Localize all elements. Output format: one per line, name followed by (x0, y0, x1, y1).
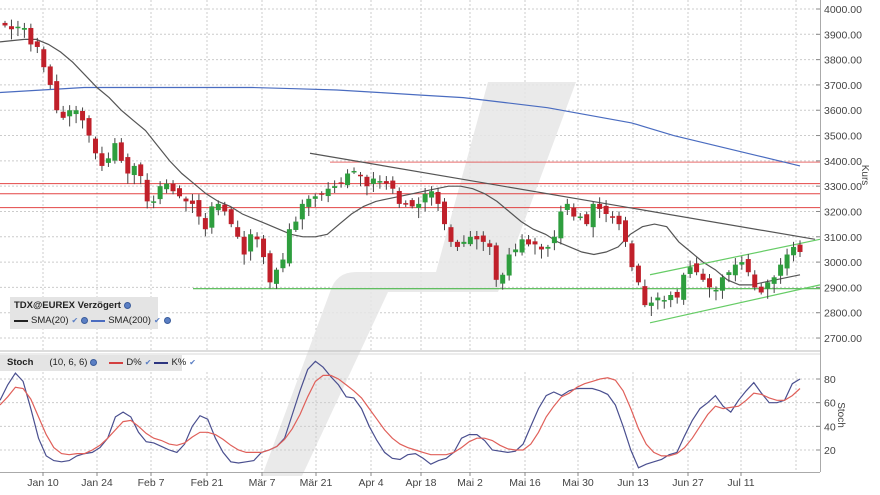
svg-text:Jun 27: Jun 27 (672, 477, 704, 489)
svg-text:2900.00: 2900.00 (824, 282, 862, 294)
settings-icon[interactable] (123, 302, 131, 309)
svg-text:3500.00: 3500.00 (824, 131, 862, 143)
svg-text:Mär 7: Mär 7 (249, 477, 276, 489)
svg-text:Feb 21: Feb 21 (191, 477, 224, 489)
watermark-logo (262, 82, 576, 476)
price-axis: 4000.00 3900.00 3800.00 3700.00 3600.00 3500.… (816, 4, 862, 345)
stoch-lines (0, 360, 801, 469)
svg-text:80: 80 (824, 374, 836, 386)
stochastic-panel (0, 360, 820, 472)
svg-text:3000.00: 3000.00 (824, 257, 862, 269)
sma200-swatch (91, 319, 106, 322)
svg-text:3200.00: 3200.00 (824, 206, 862, 218)
svg-text:Jan 10: Jan 10 (27, 477, 59, 489)
svg-text:Jan 24: Jan 24 (81, 477, 113, 489)
trendlines (309, 152, 821, 324)
stoch-axis: 20 40 60 80 (816, 374, 836, 457)
sma20-swatch (14, 319, 28, 322)
svg-text:3100.00: 3100.00 (824, 232, 862, 244)
svg-text:Mär 21: Mär 21 (300, 477, 333, 489)
settings-icon[interactable] (81, 317, 89, 324)
price-panel (0, 0, 821, 476)
svg-text:40: 40 (824, 421, 836, 433)
d-swatch (109, 361, 124, 364)
svg-text:Feb 7: Feb 7 (138, 477, 165, 489)
svg-text:2700.00: 2700.00 (824, 333, 862, 345)
svg-text:Apr 4: Apr 4 (358, 477, 383, 489)
svg-text:Apr 18: Apr 18 (406, 477, 437, 489)
svg-text:Mai 2: Mai 2 (457, 477, 483, 489)
instrument-name: TDX@EUREX Verzögert (14, 300, 121, 311)
sma200-label: SMA(200) (108, 315, 151, 326)
stoch-axis-title: Stoch (835, 402, 846, 428)
svg-text:Mai 30: Mai 30 (562, 477, 594, 489)
checkmark-icon[interactable]: ✔ (71, 316, 79, 325)
stoch-params: (10, 6, 6) (49, 357, 88, 368)
svg-text:3800.00: 3800.00 (824, 55, 862, 67)
svg-text:3600.00: 3600.00 (824, 105, 862, 117)
svg-text:3900.00: 3900.00 (824, 29, 862, 41)
stoch-grid (0, 372, 820, 472)
sma200-line (0, 86, 801, 167)
price-axis-title: Kurs (859, 165, 870, 186)
settings-icon[interactable] (163, 317, 171, 324)
svg-text:Mai 16: Mai 16 (509, 477, 541, 489)
svg-text:2800.00: 2800.00 (824, 308, 862, 320)
svg-text:Jul 11: Jul 11 (727, 477, 754, 489)
svg-text:4000.00: 4000.00 (824, 4, 862, 16)
svg-text:3400.00: 3400.00 (824, 156, 862, 168)
sma20-label: SMA(20) (31, 315, 69, 326)
svg-text:Jun 13: Jun 13 (617, 477, 649, 489)
settings-icon[interactable] (90, 359, 98, 366)
price-legend: TDX@EUREX Verzögert SMA(20) ✔ SMA(200) ✔ (10, 297, 171, 329)
svg-text:3700.00: 3700.00 (824, 80, 862, 92)
k-label: K% (171, 357, 187, 368)
d-label: D% (126, 357, 142, 368)
svg-text:20: 20 (824, 445, 836, 457)
svg-text:3300.00: 3300.00 (824, 181, 862, 193)
checkmark-icon[interactable]: ✔ (153, 316, 161, 325)
svg-text:60: 60 (824, 398, 836, 410)
k-swatch (154, 361, 169, 364)
date-axis: Jan 10 Jan 24 Feb 7 Feb 21 Mär 7 Mär 21 Apr 4 A… (27, 472, 755, 489)
stoch-title: Stoch (7, 357, 34, 368)
stoch-legend: Stoch (10, 6, 6) D% ✔ K% ✔ (0, 355, 196, 371)
checkmark-icon[interactable]: ✔ (189, 358, 196, 367)
candlesticks (2, 19, 803, 317)
checkmark-icon[interactable]: ✔ (144, 358, 152, 367)
